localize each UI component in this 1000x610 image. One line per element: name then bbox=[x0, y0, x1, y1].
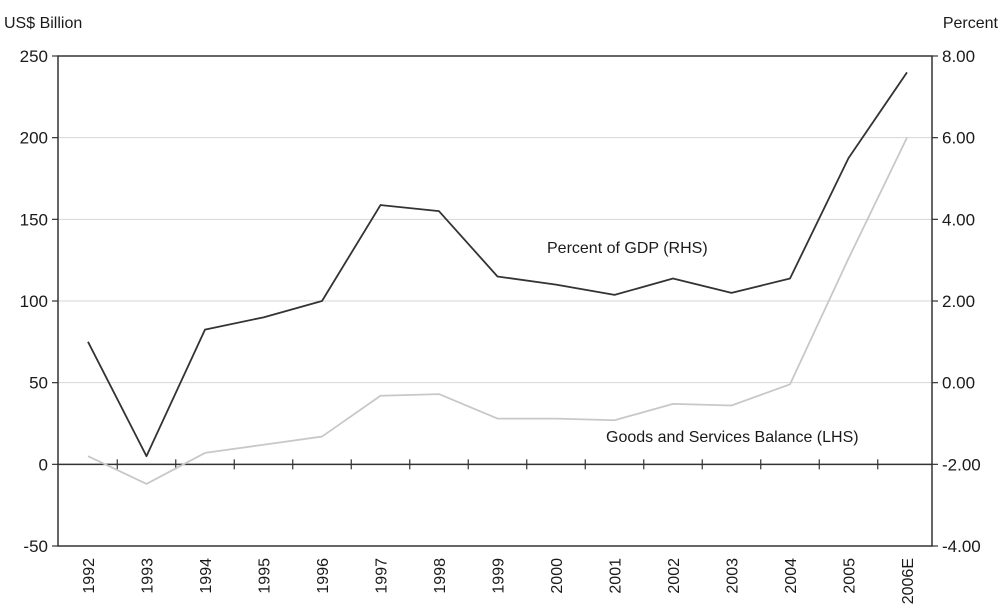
x-tick-label: 1994 bbox=[198, 558, 215, 594]
right-tick-label: 0.00 bbox=[942, 374, 975, 393]
x-tick-label: 1996 bbox=[315, 558, 332, 594]
x-tick-label: 2005 bbox=[842, 558, 859, 594]
right-axis-title: Percent bbox=[943, 15, 999, 32]
x-tick-marks bbox=[116, 459, 879, 470]
left-tick-label: 200 bbox=[20, 129, 48, 148]
left-axis-ticks: 250 200 150 100 50 0 -50 bbox=[20, 47, 58, 556]
x-tick-label: 2003 bbox=[725, 558, 742, 594]
right-tick-label: 8.00 bbox=[942, 47, 975, 66]
x-tick-label: 2002 bbox=[666, 558, 683, 594]
right-tick-label: 6.00 bbox=[942, 129, 975, 148]
x-tick-label: 1999 bbox=[491, 558, 508, 594]
series-label-goods-services-balance: Goods and Services Balance (LHS) bbox=[606, 429, 859, 446]
x-tick-label: 1993 bbox=[140, 558, 157, 594]
x-tick-label: 1992 bbox=[81, 558, 98, 594]
x-tick-label: 1998 bbox=[432, 558, 449, 594]
gridlines bbox=[58, 137, 932, 465]
series-line-percent-of-gdp bbox=[87, 71, 908, 458]
right-tick-label: -4.00 bbox=[942, 537, 981, 556]
right-tick-label: 4.00 bbox=[942, 210, 975, 229]
x-tick-label: 2000 bbox=[549, 558, 566, 594]
right-tick-label: 2.00 bbox=[942, 292, 975, 311]
x-tick-label: 2004 bbox=[783, 558, 800, 594]
series-line-goods-services-balance bbox=[87, 137, 908, 485]
x-tick-label: 2001 bbox=[608, 558, 625, 594]
left-tick-label: 50 bbox=[29, 374, 48, 393]
left-axis-title: US$ Billion bbox=[4, 15, 82, 32]
left-tick-label: 150 bbox=[20, 210, 48, 229]
left-tick-label: 250 bbox=[20, 47, 48, 66]
series-label-percent-of-gdp: Percent of GDP (RHS) bbox=[547, 240, 708, 257]
left-tick-label: 100 bbox=[20, 292, 48, 311]
right-tick-label: -2.00 bbox=[942, 455, 981, 474]
series-lines bbox=[87, 71, 908, 485]
left-tick-label: 0 bbox=[39, 455, 48, 474]
x-tick-label: 1997 bbox=[374, 558, 391, 594]
x-tick-label: 1995 bbox=[257, 558, 274, 594]
x-axis-labels: 1992 1993 1994 1995 1996 1997 1998 1999 2000 2001… bbox=[81, 558, 917, 604]
left-tick-label: -50 bbox=[23, 537, 48, 556]
right-axis-ticks: 8.00 6.00 4.00 2.00 0.00 -2.00 -4.00 bbox=[932, 47, 981, 556]
x-tick-label: 2006E bbox=[900, 558, 917, 604]
